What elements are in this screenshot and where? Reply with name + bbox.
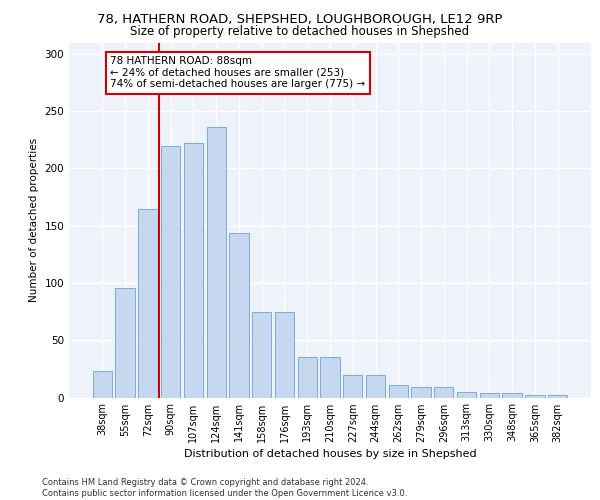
Text: Contains HM Land Registry data © Crown copyright and database right 2024.
Contai: Contains HM Land Registry data © Crown c…	[42, 478, 407, 498]
Bar	[252, 312, 271, 398]
Bar	[525, 395, 545, 398]
Text: 78, HATHERN ROAD, SHEPSHED, LOUGHBOROUGH, LE12 9RP: 78, HATHERN ROAD, SHEPSHED, LOUGHBOROUGH…	[97, 12, 503, 26]
Y-axis label: Number of detached properties: Number of detached properties	[29, 138, 39, 302]
Bar	[548, 395, 567, 398]
Bar	[320, 358, 340, 398]
Bar	[115, 288, 135, 398]
Bar	[479, 393, 499, 398]
Bar	[412, 387, 431, 398]
Bar	[502, 393, 522, 398]
Bar	[206, 127, 226, 398]
Text: Size of property relative to detached houses in Shepshed: Size of property relative to detached ho…	[130, 25, 470, 38]
Bar	[138, 208, 158, 398]
Bar	[298, 358, 317, 398]
Bar	[184, 144, 203, 398]
Bar	[457, 392, 476, 398]
Bar	[229, 232, 248, 398]
Bar	[275, 312, 294, 398]
Bar	[434, 387, 454, 398]
Bar	[366, 374, 385, 398]
Bar	[389, 385, 408, 398]
Bar	[343, 374, 362, 398]
Text: 78 HATHERN ROAD: 88sqm
← 24% of detached houses are smaller (253)
74% of semi-de: 78 HATHERN ROAD: 88sqm ← 24% of detached…	[110, 56, 365, 90]
Bar	[93, 371, 112, 398]
Bar	[161, 146, 181, 398]
X-axis label: Distribution of detached houses by size in Shepshed: Distribution of detached houses by size …	[184, 449, 476, 459]
